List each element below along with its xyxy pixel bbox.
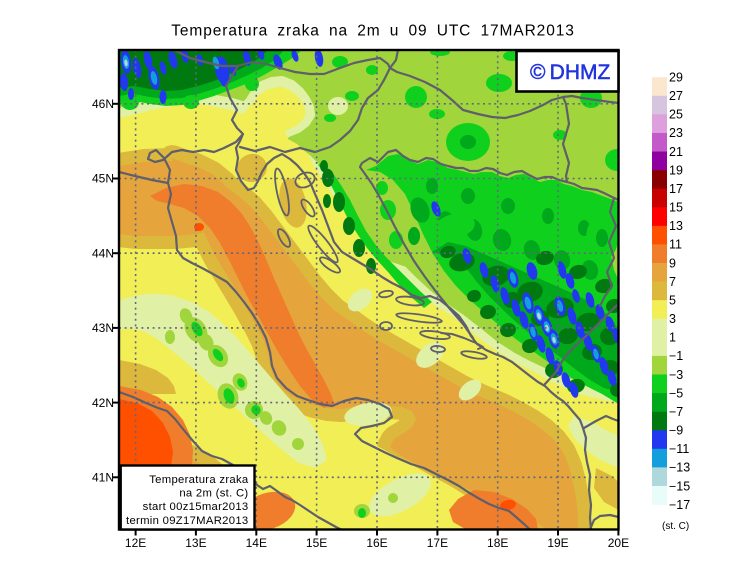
svg-text:16E: 16E <box>366 536 387 550</box>
svg-text:11: 11 <box>669 238 682 252</box>
svg-text:−13: −13 <box>669 461 690 475</box>
svg-text:23: 23 <box>669 126 683 140</box>
svg-text:21: 21 <box>669 145 683 159</box>
svg-text:46N: 46N <box>92 97 114 111</box>
svg-text:15E: 15E <box>306 536 327 550</box>
svg-text:−11: −11 <box>669 442 689 456</box>
svg-text:−5: −5 <box>669 386 683 400</box>
svg-text:na 2m (st. C): na 2m (st. C) <box>179 488 248 500</box>
svg-text:−7: −7 <box>669 405 683 419</box>
svg-text:19: 19 <box>669 163 683 177</box>
svg-text:Temperatura zraka: Temperatura zraka <box>149 474 249 486</box>
svg-text:start 00z15mar2013: start 00z15mar2013 <box>143 501 249 513</box>
svg-text:19E: 19E <box>547 536 568 550</box>
svg-text:18E: 18E <box>487 536 508 550</box>
svg-text:20E: 20E <box>608 536 629 550</box>
svg-text:−17: −17 <box>669 498 690 512</box>
svg-text:17: 17 <box>669 182 683 196</box>
svg-text:3: 3 <box>669 312 676 326</box>
svg-text:15: 15 <box>669 201 683 215</box>
svg-text:14E: 14E <box>246 536 267 550</box>
svg-text:1: 1 <box>669 331 676 345</box>
svg-text:45N: 45N <box>92 172 114 186</box>
svg-text:−15: −15 <box>669 479 690 493</box>
svg-text:17E: 17E <box>427 536 448 550</box>
svg-text:termin 09Z17MAR2013: termin 09Z17MAR2013 <box>126 515 249 527</box>
svg-text:42N: 42N <box>92 396 114 410</box>
svg-text:Temperatura zraka na 2m u 09 U: Temperatura zraka na 2m u 09 UTC 17MAR20… <box>171 23 575 40</box>
svg-text:43N: 43N <box>92 321 114 335</box>
svg-text:−1: −1 <box>669 349 683 363</box>
svg-text:(st. C): (st. C) <box>662 521 689 532</box>
svg-text:41N: 41N <box>92 471 114 485</box>
svg-text:27: 27 <box>669 89 683 103</box>
svg-text:29: 29 <box>669 71 683 85</box>
svg-text:12E: 12E <box>125 536 146 550</box>
svg-text:7: 7 <box>669 275 676 289</box>
svg-text:© DHMZ: © DHMZ <box>530 61 611 84</box>
svg-text:25: 25 <box>669 108 683 122</box>
svg-text:5: 5 <box>669 294 676 308</box>
svg-text:−3: −3 <box>669 368 683 382</box>
svg-text:9: 9 <box>669 256 676 270</box>
svg-text:−9: −9 <box>669 424 683 438</box>
svg-text:44N: 44N <box>92 246 114 260</box>
svg-text:13: 13 <box>669 219 683 233</box>
svg-text:13E: 13E <box>185 536 206 550</box>
